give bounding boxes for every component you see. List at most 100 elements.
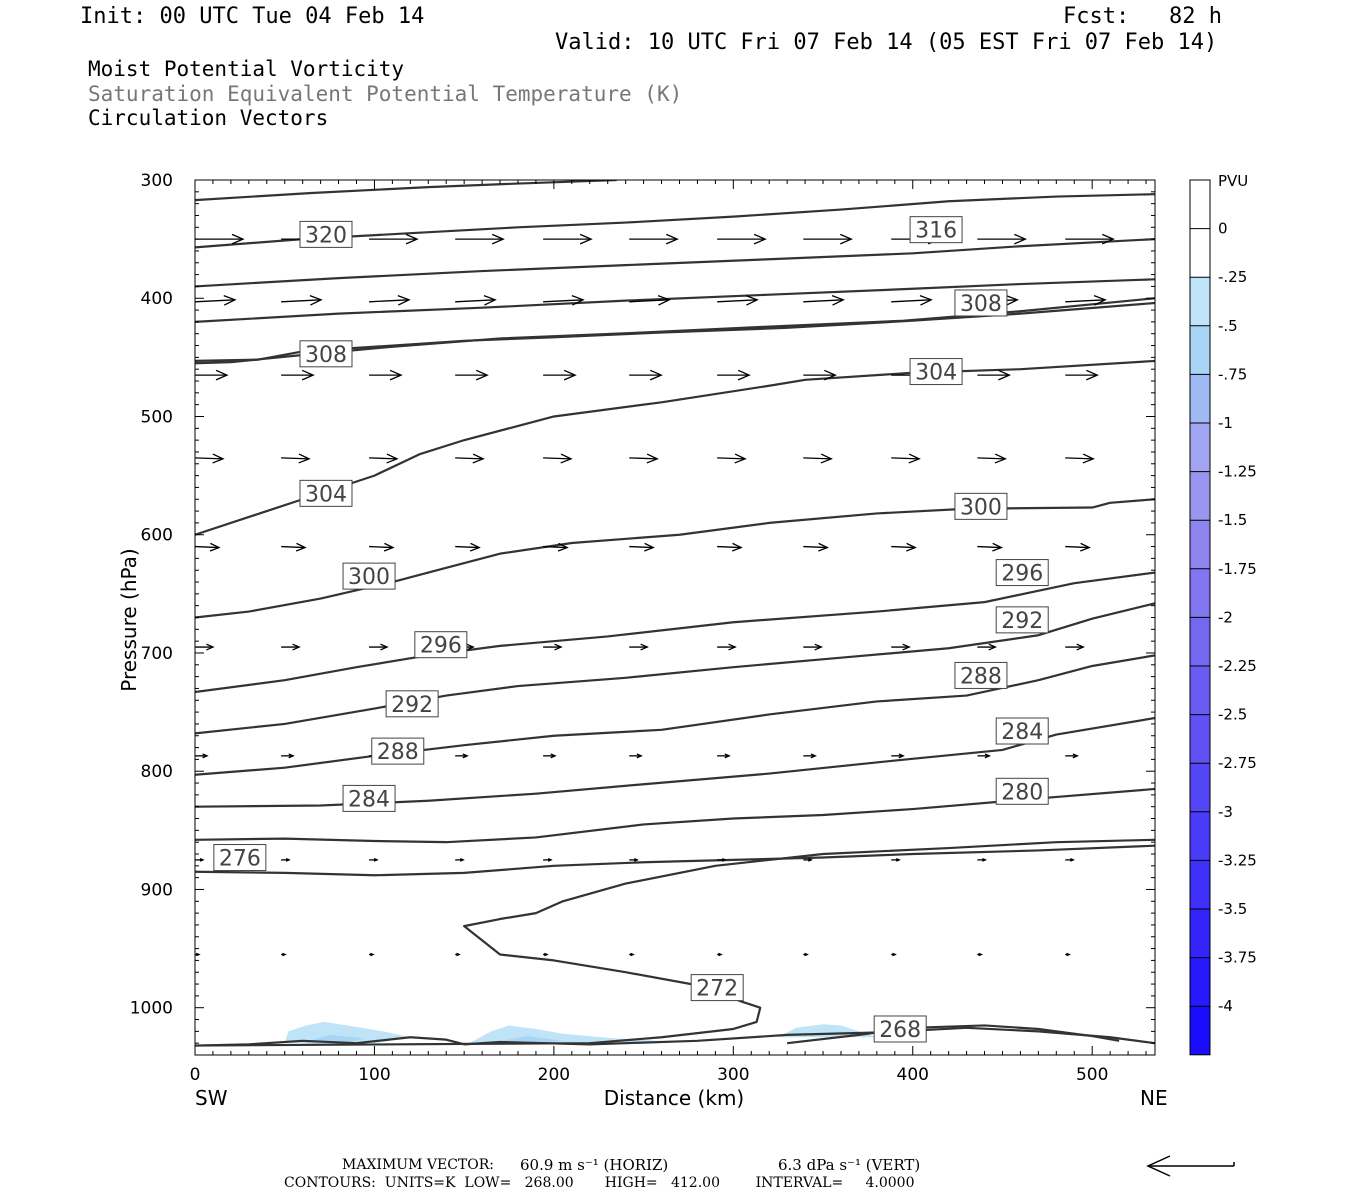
reference-vector bbox=[1146, 1155, 1235, 1177]
vector-5-4 bbox=[543, 643, 563, 651]
vector-5-0 bbox=[195, 643, 215, 651]
vector-4-7 bbox=[803, 542, 829, 552]
colorbar-swatch bbox=[1190, 714, 1210, 764]
contour-label-12: 288 bbox=[954, 661, 1008, 689]
vector-0-10 bbox=[1065, 233, 1115, 245]
colorbar-label: -2.25 bbox=[1218, 657, 1257, 675]
colorbar-swatch bbox=[1190, 180, 1210, 229]
vector-8-2 bbox=[369, 952, 375, 957]
vector-8-8 bbox=[891, 952, 897, 957]
colorbar-label: -2.5 bbox=[1218, 706, 1247, 724]
vector-6-3 bbox=[455, 753, 469, 759]
contour-line-16 bbox=[787, 1024, 1120, 1045]
vector-0-5 bbox=[629, 233, 679, 245]
colorbar-label: -1.75 bbox=[1218, 560, 1257, 578]
contour-label-15: 284 bbox=[342, 784, 396, 812]
y-tick-label: 700 bbox=[141, 644, 173, 664]
contour-line-8 bbox=[195, 571, 1155, 694]
vector-5-10 bbox=[1065, 643, 1085, 651]
vector-1-6 bbox=[717, 294, 759, 306]
vector-1-5 bbox=[629, 294, 671, 306]
colorbar-label: -3.75 bbox=[1218, 949, 1257, 967]
colorbar-swatch bbox=[1190, 471, 1210, 521]
contour-label-4: 304 bbox=[909, 358, 963, 386]
vector-3-9 bbox=[977, 453, 1007, 464]
legend-vectors: Circulation Vectors bbox=[88, 106, 329, 130]
svg-text:300: 300 bbox=[960, 495, 1002, 520]
vector-7-8 bbox=[891, 858, 901, 862]
vector-6-4 bbox=[543, 753, 557, 759]
colorbar-label: 0 bbox=[1218, 220, 1228, 238]
contour-label-2: 308 bbox=[954, 289, 1008, 317]
vector-8-1 bbox=[281, 952, 287, 957]
valid-time: Valid: 10 UTC Fri 07 Feb 14 (05 EST Fri … bbox=[555, 30, 1218, 55]
colorbar-label: -1.25 bbox=[1218, 463, 1257, 481]
colorbar-label: -.5 bbox=[1218, 317, 1238, 335]
x-axis-label: Distance (km) bbox=[604, 1086, 744, 1110]
colorbar-swatch bbox=[1190, 277, 1210, 326]
vector-8-7 bbox=[803, 952, 809, 957]
vector-7-5 bbox=[629, 858, 639, 862]
legend-mpv: Moist Potential Vorticity bbox=[88, 57, 405, 81]
vector-4-5 bbox=[629, 542, 655, 552]
contour-label-16: 280 bbox=[995, 777, 1049, 805]
vector-6-1 bbox=[281, 753, 295, 759]
vector-5-2 bbox=[369, 643, 389, 651]
colorbar-swatch bbox=[1190, 374, 1210, 423]
vector-8-0 bbox=[195, 952, 201, 957]
contour-label-3: 308 bbox=[299, 340, 353, 368]
svg-text:280: 280 bbox=[1001, 780, 1043, 805]
max-vector-label: MAXIMUM VECTOR: bbox=[342, 1157, 494, 1173]
mpv-region-0 bbox=[284, 1021, 411, 1044]
vector-7-9 bbox=[977, 858, 987, 862]
contour-label-6: 300 bbox=[954, 492, 1008, 520]
svg-text:296: 296 bbox=[420, 634, 462, 659]
vector-0-7 bbox=[803, 233, 853, 245]
vector-3-3 bbox=[455, 453, 485, 464]
contour-line-0 bbox=[195, 180, 617, 202]
vector-4-9 bbox=[977, 542, 1003, 552]
svg-text:284: 284 bbox=[1001, 720, 1043, 745]
vector-1-2 bbox=[369, 294, 411, 306]
axis-ticks: 0 100 200 300 400 500 300 400 500 600 700 800 900 100… bbox=[130, 171, 1155, 1085]
colorbar-swatch bbox=[1190, 666, 1210, 715]
vector-5-9 bbox=[977, 643, 997, 651]
init-time: Init: 00 UTC Tue 04 Feb 14 bbox=[80, 4, 425, 29]
vector-0-6 bbox=[717, 233, 767, 245]
colorbar-swatch bbox=[1190, 1006, 1210, 1055]
vector-2-2 bbox=[369, 369, 403, 381]
x-tick-label: 200 bbox=[538, 1065, 570, 1085]
max-vector-vert: 6.3 dPa s⁻¹ (VERT) bbox=[778, 1156, 921, 1174]
y-tick-label: 900 bbox=[141, 880, 173, 900]
contour-line-1 bbox=[195, 193, 1155, 249]
vector-7-3 bbox=[455, 858, 465, 862]
contour-line-10 bbox=[195, 654, 1155, 776]
vector-4-0 bbox=[195, 542, 221, 552]
svg-text:304: 304 bbox=[915, 361, 957, 386]
svg-text:320: 320 bbox=[305, 223, 347, 248]
svg-text:316: 316 bbox=[915, 219, 957, 244]
contour-line-7 bbox=[195, 498, 1155, 619]
vector-1-7 bbox=[803, 294, 845, 306]
vector-0-2 bbox=[369, 233, 419, 245]
contour-label-8: 296 bbox=[995, 559, 1049, 587]
colorbar-label: -3 bbox=[1218, 803, 1233, 821]
svg-text:288: 288 bbox=[377, 740, 419, 765]
y-tick-label: 500 bbox=[141, 407, 173, 427]
vector-6-6 bbox=[717, 753, 731, 759]
colorbar-swatch bbox=[1190, 909, 1210, 958]
vector-3-7 bbox=[803, 453, 833, 464]
vector-6-7 bbox=[803, 753, 817, 759]
vector-2-3 bbox=[455, 369, 489, 381]
colorbar-label: -2.75 bbox=[1218, 754, 1257, 772]
vector-3-10 bbox=[1065, 453, 1095, 464]
contour-label-14: 284 bbox=[995, 717, 1049, 745]
endpoint-left: SW bbox=[195, 1086, 228, 1110]
contour-label-5: 304 bbox=[299, 479, 353, 507]
x-tick-label: 300 bbox=[717, 1065, 749, 1085]
contour-label-17: 276 bbox=[213, 844, 267, 872]
svg-text:300: 300 bbox=[348, 565, 390, 590]
contour-line-3 bbox=[195, 278, 1155, 323]
contour-info: CONTOURS: UNITS=K LOW= 268.00 HIGH= 412.… bbox=[284, 1175, 915, 1191]
svg-text:308: 308 bbox=[305, 343, 347, 368]
